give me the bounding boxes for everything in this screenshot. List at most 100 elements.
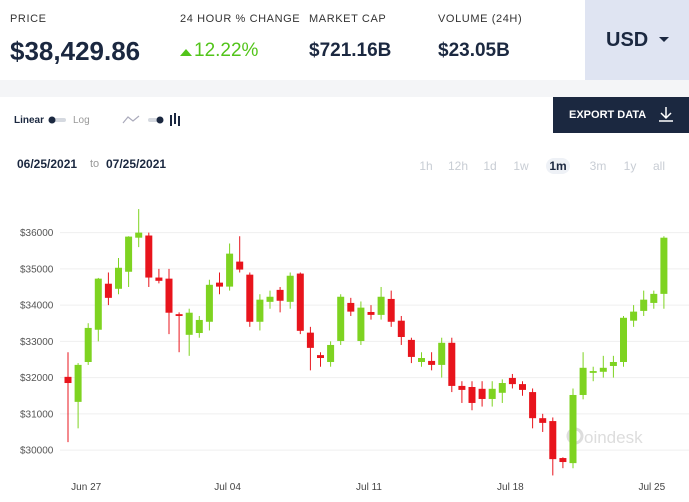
candle-body: [195, 319, 203, 334]
currency-select[interactable]: USD: [585, 0, 689, 80]
download-icon: [659, 107, 673, 122]
range-button[interactable]: 1y: [623, 159, 637, 173]
candle-body: [539, 418, 547, 423]
candle-body: [549, 421, 557, 460]
candle-body: [458, 385, 466, 390]
candle-body: [347, 302, 355, 312]
candle-body: [488, 388, 496, 399]
candle-body: [660, 237, 668, 294]
price-label: PRICE: [10, 13, 47, 25]
candle-body: [327, 344, 335, 362]
candle-body: [145, 235, 153, 278]
y-tick-label: $31000: [20, 409, 54, 420]
change: 12.22%: [194, 40, 259, 61]
x-tick-label: Jul 18: [497, 482, 524, 493]
candle-body: [589, 371, 597, 373]
candle-body: [175, 314, 183, 316]
range-button[interactable]: 3m: [589, 159, 607, 173]
candle-body: [104, 283, 112, 298]
candle-body: [266, 296, 274, 302]
divider: [0, 80, 689, 97]
candle-body: [64, 376, 72, 384]
candle-body: [74, 364, 82, 402]
candle-body: [498, 383, 506, 393]
volume-label: VOLUME (24H): [438, 13, 523, 25]
candle-body: [428, 360, 436, 365]
candle-body: [569, 394, 577, 464]
candle-body: [306, 332, 314, 348]
range-button[interactable]: 1d: [483, 159, 497, 173]
y-tick-label: $35000: [20, 264, 54, 275]
candle-body: [125, 236, 133, 272]
candle-body: [529, 392, 537, 419]
end-date[interactable]: 07/25/2021: [106, 157, 167, 171]
market-cap: $721.16B: [309, 40, 392, 61]
x-tick-label: Jul 11: [356, 482, 382, 493]
candle-body: [559, 458, 567, 463]
y-tick-label: $34000: [20, 301, 54, 312]
candle-body: [317, 355, 324, 359]
candle-body: [115, 267, 122, 289]
scale-toggle[interactable]: [48, 116, 68, 124]
candle-body: [155, 277, 163, 281]
candle-body: [609, 362, 617, 366]
chart-type-toggle[interactable]: [122, 112, 184, 128]
candle-body: [640, 299, 648, 311]
candle-body: [185, 312, 193, 335]
y-tick-label: $30000: [20, 446, 54, 457]
candle-body: [205, 284, 213, 322]
candle-body: [135, 232, 143, 238]
candle-body: [519, 384, 526, 390]
range-button[interactable]: 1h: [419, 159, 433, 173]
candle-body: [236, 261, 244, 270]
range-button[interactable]: 1w: [513, 159, 529, 173]
x-tick-label: Jul 04: [214, 482, 241, 493]
change-label: 24 HOUR % CHANGE: [180, 13, 301, 25]
export-button[interactable]: EXPORT DATA: [553, 97, 689, 133]
watermark: oindesk: [584, 428, 643, 447]
candle-body: [367, 311, 375, 315]
linear-option[interactable]: Linear: [14, 115, 45, 126]
candle-body: [630, 311, 638, 321]
candle-body: [226, 253, 234, 287]
volume: $23.05B: [438, 40, 510, 61]
up-arrow: [180, 49, 192, 56]
range-button[interactable]: 12h: [447, 159, 469, 173]
candle-body: [397, 320, 405, 337]
candle-body: [418, 358, 425, 362]
date-separator: to: [90, 158, 100, 170]
start-date[interactable]: 06/25/2021: [17, 157, 78, 171]
candle-body: [286, 275, 294, 302]
log-option[interactable]: Log: [73, 115, 90, 126]
range-button[interactable]: all: [652, 159, 665, 173]
candle-body: [579, 367, 587, 395]
export-label: EXPORT DATA: [569, 109, 647, 121]
candle-body: [296, 273, 304, 331]
y-tick-label: $33000: [20, 337, 54, 348]
candle-body: [256, 299, 264, 322]
candle-body: [508, 377, 516, 385]
y-tick-label: $36000: [20, 228, 54, 239]
candle-body: [438, 342, 446, 365]
candle-body: [448, 342, 456, 386]
candle-body: [377, 296, 385, 315]
candle-body: [165, 278, 173, 313]
candle-body: [357, 307, 365, 341]
candle-body: [387, 298, 395, 322]
candle-body: [478, 388, 486, 399]
x-tick-label: Jul 25: [638, 482, 665, 493]
candle-body: [650, 293, 658, 303]
x-tick-label: Jun 27: [71, 482, 101, 493]
candle-body: [407, 339, 415, 357]
candle-body: [84, 327, 92, 362]
currency: USD: [606, 29, 649, 51]
caret: [659, 37, 669, 42]
price: $38,429.86: [10, 36, 141, 66]
y-tick-label: $32000: [20, 373, 54, 384]
candle-body: [620, 317, 627, 362]
range-button[interactable]: 1m: [546, 158, 570, 174]
candle-body: [599, 367, 607, 372]
candle-body: [94, 278, 102, 330]
